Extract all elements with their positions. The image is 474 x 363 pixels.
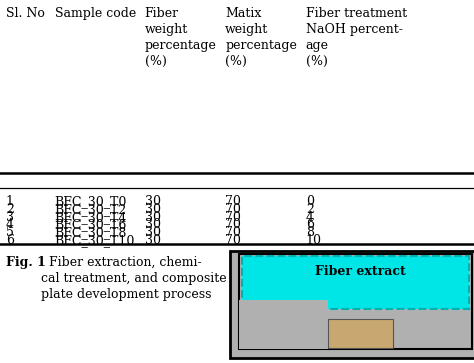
Text: Fiber
weight
percentage
(%): Fiber weight percentage (%) [145,7,217,68]
Text: 1: 1 [6,195,14,208]
Text: 4: 4 [306,211,314,224]
Text: Sample code: Sample code [55,7,136,20]
Bar [328,319,392,348]
Text: 6: 6 [306,219,314,232]
Text: Fiber treatment
NaOH percent-
age
(%): Fiber treatment NaOH percent- age (%) [306,7,407,68]
Text: 70: 70 [225,219,241,232]
Text: 30: 30 [145,226,161,239]
Bar [239,299,328,349]
Text: 70: 70 [225,226,241,239]
Text: 5: 5 [6,226,14,239]
Text: Sl. No: Sl. No [6,7,45,20]
Text: 70: 70 [225,211,241,224]
Bar [230,252,474,358]
Text: BFC_30_T4: BFC_30_T4 [55,211,127,224]
Text: 30: 30 [145,203,161,216]
Text: 2: 2 [6,203,14,216]
Text: 30: 30 [145,195,161,208]
Text: 30: 30 [145,211,161,224]
Text: 4: 4 [6,219,14,232]
Text: BFC_30_T0: BFC_30_T0 [55,195,127,208]
Text: 70: 70 [225,203,241,216]
Text: 30: 30 [145,234,161,247]
Text: 6: 6 [6,234,14,247]
Text: 3: 3 [6,211,14,224]
Bar [239,254,472,349]
Text: BFC_30_T6: BFC_30_T6 [55,219,127,232]
Text: 2: 2 [306,203,314,216]
Text: Fig. 1: Fig. 1 [6,256,46,269]
Text: 8: 8 [306,226,314,239]
Text: BFC_30_T8: BFC_30_T8 [55,226,127,239]
Text: Fiber extract: Fiber extract [315,265,405,278]
Text: Matix
weight
percentage
(%): Matix weight percentage (%) [225,7,297,68]
Text: 0: 0 [306,195,314,208]
Text: Fiber extraction, chemi-
cal treatment, and composite
plate development process: Fiber extraction, chemi- cal treatment, … [41,256,227,301]
Text: BFC_30_T2: BFC_30_T2 [55,203,127,216]
Text: 70: 70 [225,234,241,247]
Text: 70: 70 [225,195,241,208]
Text: BFC_30_T10: BFC_30_T10 [55,234,135,247]
Bar [242,256,469,309]
Text: 10: 10 [306,234,322,247]
Text: 30: 30 [145,219,161,232]
